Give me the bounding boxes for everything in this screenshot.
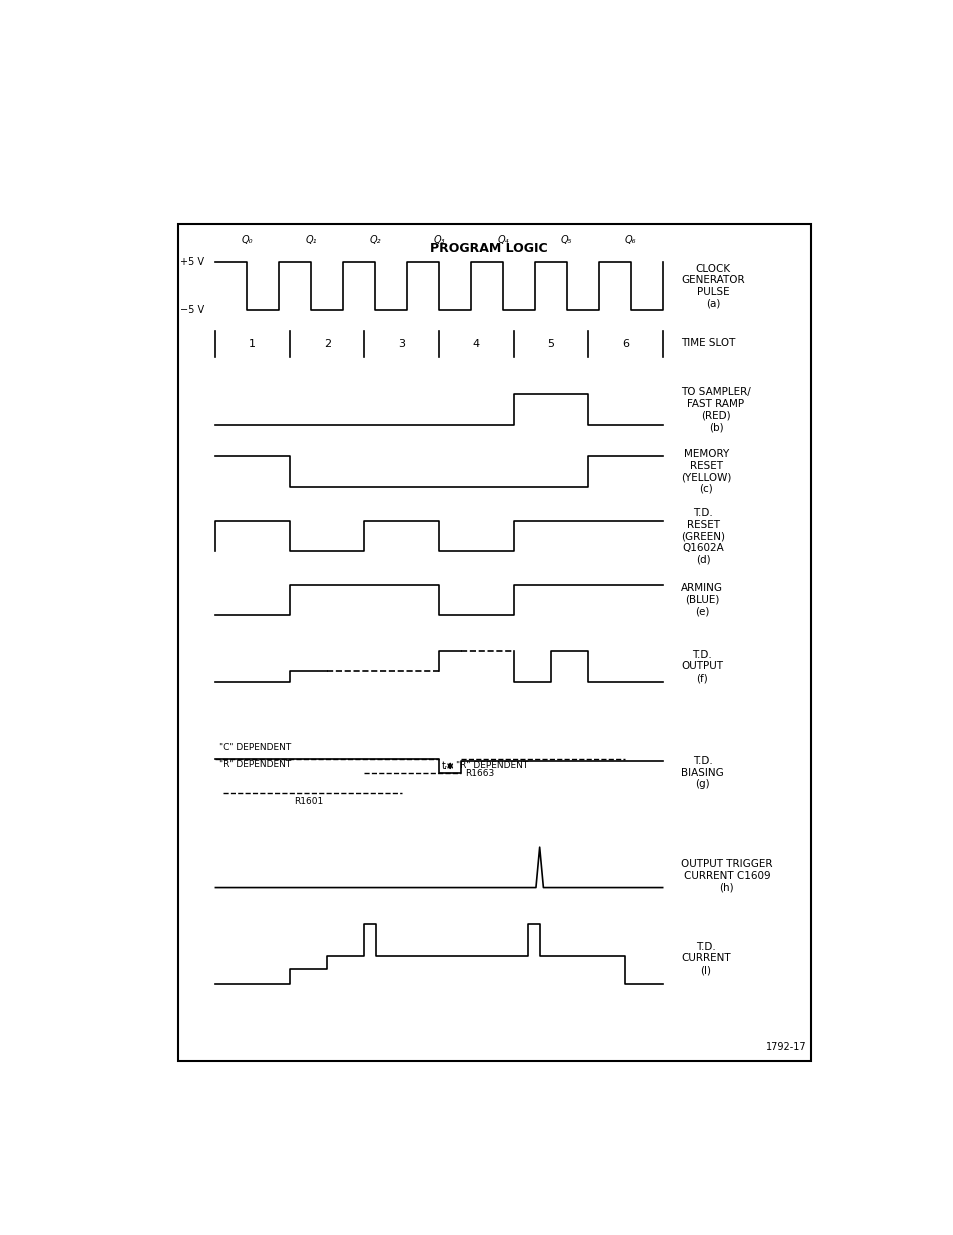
Text: Q₂: Q₂	[369, 235, 380, 246]
Text: −5 V: −5 V	[180, 305, 204, 315]
Text: OUTPUT TRIGGER
CURRENT C1609
(h): OUTPUT TRIGGER CURRENT C1609 (h)	[680, 860, 772, 892]
Text: 6: 6	[621, 340, 628, 350]
Text: tᵣ: tᵣ	[441, 761, 448, 771]
Text: Q₆: Q₆	[624, 235, 636, 246]
Text: TO SAMPLER/
FAST RAMP
(RED)
(b): TO SAMPLER/ FAST RAMP (RED) (b)	[680, 388, 750, 432]
Text: R1663: R1663	[465, 769, 494, 778]
Text: T.D.
RESET
(GREEN)
Q1602A
(d): T.D. RESET (GREEN) Q1602A (d)	[680, 508, 724, 564]
Text: ARMING
(BLUE)
(e): ARMING (BLUE) (e)	[680, 583, 722, 616]
Text: Q₅: Q₅	[560, 235, 572, 246]
Text: "R" DEPENDENT: "R" DEPENDENT	[219, 760, 291, 769]
Text: Q₃: Q₃	[433, 235, 444, 246]
Text: MEMORY
RESET
(YELLOW)
(c): MEMORY RESET (YELLOW) (c)	[680, 450, 731, 494]
Text: 4: 4	[473, 340, 479, 350]
Text: Q₁: Q₁	[305, 235, 316, 246]
Text: 5: 5	[547, 340, 554, 350]
Bar	[178, 225, 810, 1061]
Text: T.D.
CURRENT
(I): T.D. CURRENT (I)	[680, 942, 730, 974]
Text: T.D.
OUTPUT
(f): T.D. OUTPUT (f)	[680, 650, 722, 683]
Text: 2: 2	[323, 340, 331, 350]
Text: 1792-17: 1792-17	[765, 1042, 806, 1052]
Text: 3: 3	[397, 340, 405, 350]
Text: Q₄: Q₄	[497, 235, 508, 246]
Text: Q₀: Q₀	[241, 235, 253, 246]
Text: "C" DEPENDENT: "C" DEPENDENT	[219, 743, 291, 752]
Text: "R" DEPENDENT: "R" DEPENDENT	[456, 762, 528, 771]
Text: T.D.
BIASING
(g): T.D. BIASING (g)	[680, 756, 723, 789]
Text: PROGRAM LOGIC: PROGRAM LOGIC	[430, 242, 547, 254]
Text: TIME SLOT: TIME SLOT	[680, 338, 735, 348]
Text: R1601: R1601	[294, 798, 323, 806]
Text: CLOCK
GENERATOR
PULSE
(a): CLOCK GENERATOR PULSE (a)	[680, 264, 744, 309]
Text: +5 V: +5 V	[180, 257, 204, 267]
Text: 1: 1	[249, 340, 255, 350]
